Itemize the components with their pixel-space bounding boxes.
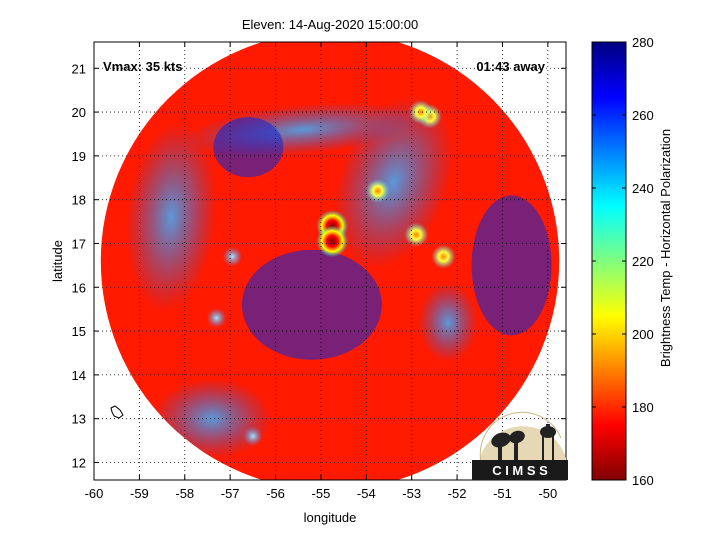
- y-tick-label: 14: [72, 368, 86, 383]
- colorbar-tick-label: 280: [632, 35, 654, 50]
- grid-lines: [94, 42, 566, 480]
- convective-cell: [404, 222, 429, 247]
- colorbar-ticks: 160 180 200 220 240 260 280: [592, 35, 654, 488]
- convective-cell: [206, 307, 227, 328]
- colorbar-tick-label: 260: [632, 108, 654, 123]
- convective-cell: [316, 225, 349, 258]
- time-away-annotation: 01:43 away: [476, 59, 545, 74]
- colorbar-tick-label: 180: [632, 400, 654, 415]
- x-tick-label: -57: [221, 486, 240, 501]
- y-tick-label: 19: [72, 149, 86, 164]
- x-tick-label: -53: [402, 486, 421, 501]
- colorbar: 160 180 200 220 240 260 280 Brightness Temp - …: [591, 35, 673, 488]
- swath-layer: [100, 42, 560, 480]
- x-tick-label: -59: [130, 486, 149, 501]
- y-tick-label: 15: [72, 324, 86, 339]
- water-tower-icon: [540, 424, 556, 460]
- colorbar-gradient: [591, 41, 627, 481]
- y-tick-label: 20: [72, 105, 86, 120]
- island-outline: [110, 405, 124, 419]
- x-tick-label: -52: [448, 486, 467, 501]
- y-tick-label: 12: [72, 455, 86, 470]
- convective-cell: [365, 178, 390, 203]
- colorbar-tick-label: 220: [632, 254, 654, 269]
- x-tick-label: -56: [266, 486, 285, 501]
- y-tick-label: 13: [72, 412, 86, 427]
- convective-cell: [222, 246, 243, 267]
- y-tick-labels: 12 13 14 15 16 17 18 19 20 21: [72, 61, 86, 470]
- y-tick-label: 18: [72, 193, 86, 208]
- y-tick-label: 21: [72, 61, 86, 76]
- x-tick-label: -51: [493, 486, 512, 501]
- colorbar-label: Brightness Temp - Horizontal Polarizatio…: [658, 129, 673, 367]
- colorbar-tick-label: 160: [632, 473, 654, 488]
- clear-sky-patch: [471, 195, 552, 336]
- satellite-dish-icon: [491, 430, 525, 460]
- cimss-logo: C I M S S: [472, 411, 568, 480]
- axis-ticks: [93, 42, 566, 480]
- colorbar-tick-label: 200: [632, 327, 654, 342]
- x-tick-label: -60: [85, 486, 104, 501]
- x-tick-labels: -60 -59 -58 -57 -56 -55 -54 -53 -52 -51 -50: [85, 486, 558, 501]
- chart-title: Eleven: 14-Aug-2020 15:00:00: [242, 17, 418, 32]
- clear-sky-patch: [213, 117, 284, 178]
- vmax-annotation: Vmax: 35 kts: [103, 59, 183, 74]
- x-tick-label: -58: [175, 486, 194, 501]
- y-axis-label: latitude: [50, 240, 65, 282]
- plot-area: -60 -59 -58 -57 -56 -55 -54 -53 -52 -51 -50 12 13 14…: [72, 41, 567, 501]
- clear-sky-patch: [241, 249, 382, 360]
- x-tick-label: -54: [357, 486, 376, 501]
- convective-cell: [408, 100, 433, 125]
- convective-cell: [242, 426, 263, 447]
- x-tick-label: -55: [312, 486, 331, 501]
- x-axis-label: longitude: [304, 510, 357, 525]
- y-tick-label: 16: [72, 280, 86, 295]
- x-tick-label: -50: [538, 486, 557, 501]
- colorbar-tick-label: 240: [632, 181, 654, 196]
- cloud-band: [125, 122, 217, 312]
- cloud-band: [418, 282, 478, 363]
- y-tick-label: 17: [72, 236, 86, 251]
- convective-cell: [431, 244, 456, 269]
- cimss-logo-text: C I M S S: [492, 463, 548, 478]
